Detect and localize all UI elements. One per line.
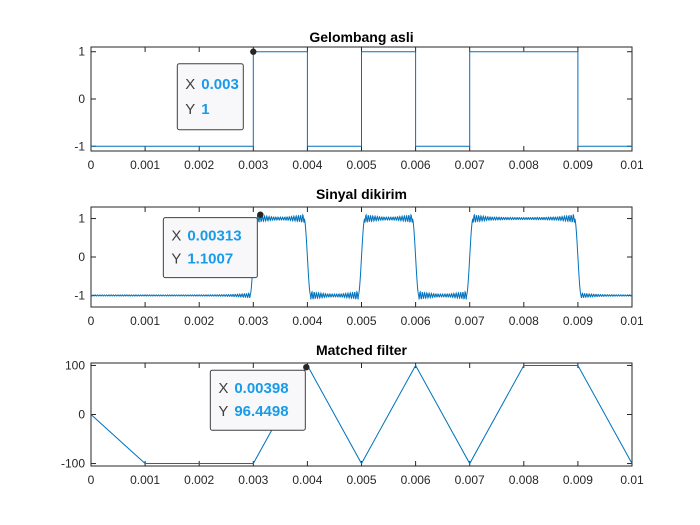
x-tick-label: 0.001 [130, 158, 160, 172]
x-tick-label: 0.01 [620, 473, 644, 487]
x-tick-label: 0.004 [292, 314, 322, 328]
datatip-y-label: Y [185, 101, 195, 118]
y-tick-label: 1 [78, 45, 85, 59]
x-tick-label: 0.001 [130, 473, 160, 487]
x-tick-label: 0 [88, 158, 95, 172]
datatip-x-value: 0.00313 [187, 227, 241, 244]
y-tick-label: 1 [78, 212, 85, 226]
x-tick-label: 0.005 [346, 158, 376, 172]
datatip-x-label: X [185, 76, 195, 93]
x-tick-label: 0.003 [238, 473, 268, 487]
x-tick-label: 0.009 [563, 158, 593, 172]
datatip-marker[interactable] [250, 48, 257, 55]
subplot-1: Gelombang asli 0 0.001 0.002 0.003 0.004 0.005… [74, 29, 644, 172]
x-tick-label: 0.006 [401, 314, 431, 328]
subplot-3: Matched filter 0 0.001 0.002 0.003 0.004 0.005… [61, 342, 644, 487]
datatip-y-value: 1 [201, 101, 209, 118]
x-tick-label: 0.002 [184, 158, 214, 172]
x-tick-label: 0.002 [184, 314, 214, 328]
axes-box [90, 362, 633, 467]
datatip-y-value: 1.1007 [187, 250, 233, 267]
series-line [90, 364, 633, 465]
datatip[interactable]: X 0.00313 Y 1.1007 [162, 217, 258, 279]
datatip-y-label: Y [218, 403, 228, 420]
x-tick-label: 0.003 [238, 158, 268, 172]
y-tick-label: 0 [78, 92, 85, 106]
x-tick-label: 0.007 [455, 158, 485, 172]
y-tick-label: 100 [65, 358, 85, 372]
subplot-2: Sinyal dikirim 0 0.001 0.002 0.003 0.004 0.005… [74, 186, 644, 328]
x-tick-label: 0.003 [238, 314, 268, 328]
x-tick-label: 0.009 [563, 473, 593, 487]
x-tick-label: 0 [88, 314, 95, 328]
x-tick-label: 0.004 [292, 473, 322, 487]
x-tick-label: 0.006 [401, 158, 431, 172]
x-tick-label: 0.01 [620, 314, 644, 328]
x-tick-label: 0.004 [292, 158, 322, 172]
x-tick-label: 0.008 [509, 473, 539, 487]
y-tick-label: 0 [78, 408, 85, 422]
subplot-title: Sinyal dikirim [316, 186, 407, 202]
x-tick-label: 0.007 [455, 473, 485, 487]
subplot-title: Matched filter [316, 342, 408, 358]
series-line [90, 213, 633, 300]
datatip-x-value: 0.00398 [234, 380, 288, 397]
x-tick-label: 0 [88, 473, 95, 487]
series-line [91, 51, 632, 147]
y-tick-label: 0 [78, 250, 85, 264]
datatip-marker[interactable] [257, 211, 264, 218]
x-tick-label: 0.008 [509, 314, 539, 328]
y-tick-label: -1 [74, 288, 85, 302]
subplot-title: Gelombang asli [309, 29, 413, 45]
datatip-box [176, 63, 244, 131]
datatip-x-label: X [218, 380, 228, 397]
x-tick-label: 0.007 [455, 314, 485, 328]
x-tick-label: 0.008 [509, 158, 539, 172]
datatip-x-label: X [171, 227, 181, 244]
datatip[interactable]: X 0.003 Y 1 [176, 63, 244, 131]
x-tick-label: 0.009 [563, 314, 593, 328]
x-tick-label: 0.006 [401, 473, 431, 487]
datatip-box [162, 217, 258, 279]
datatip-y-value: 96.4498 [234, 403, 288, 420]
datatip-y-label: Y [171, 250, 181, 267]
x-tick-label: 0.005 [346, 473, 376, 487]
x-tick-label: 0.002 [184, 473, 214, 487]
x-tick-label: 0.01 [620, 158, 644, 172]
datatip-box [209, 369, 306, 431]
datatip-marker[interactable] [303, 363, 310, 371]
x-tick-label: 0.001 [130, 314, 160, 328]
y-tick-label: -1 [74, 139, 85, 153]
x-tick-label: 0.005 [346, 314, 376, 328]
datatip[interactable]: X 0.00398 Y 96.4498 [209, 369, 306, 431]
y-tick-label: -100 [61, 457, 85, 471]
datatip-x-value: 0.003 [201, 76, 239, 93]
